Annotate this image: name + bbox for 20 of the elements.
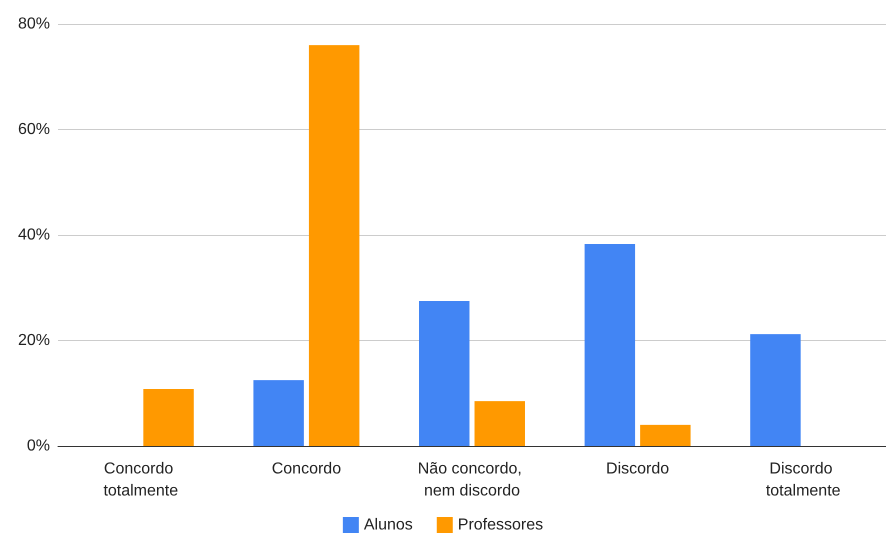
y-tick-label: 20% bbox=[18, 332, 50, 349]
y-tick-label: 0% bbox=[26, 438, 50, 454]
x-tick-label: Discordo bbox=[606, 460, 670, 478]
x-tick-label: Concordo totalmente bbox=[103, 460, 178, 500]
bar bbox=[419, 300, 470, 446]
x-tick-label: Concordo bbox=[272, 460, 342, 478]
y-tick-label: 40% bbox=[18, 226, 50, 244]
legend-label: Alunos bbox=[364, 516, 413, 534]
bar bbox=[143, 389, 194, 446]
bar bbox=[474, 401, 525, 446]
bar bbox=[640, 424, 691, 446]
bar bbox=[308, 45, 360, 446]
bar bbox=[750, 334, 801, 446]
x-tick-label: Discordo totalmente bbox=[766, 460, 841, 500]
y-tick-label: 60% bbox=[18, 121, 50, 138]
x-tick-label: Não concordo, nem discordo bbox=[418, 460, 526, 500]
bar bbox=[584, 244, 636, 446]
legend-label: Professores bbox=[458, 516, 544, 534]
y-tick-label: 80% bbox=[18, 16, 50, 32]
bar bbox=[253, 380, 304, 446]
